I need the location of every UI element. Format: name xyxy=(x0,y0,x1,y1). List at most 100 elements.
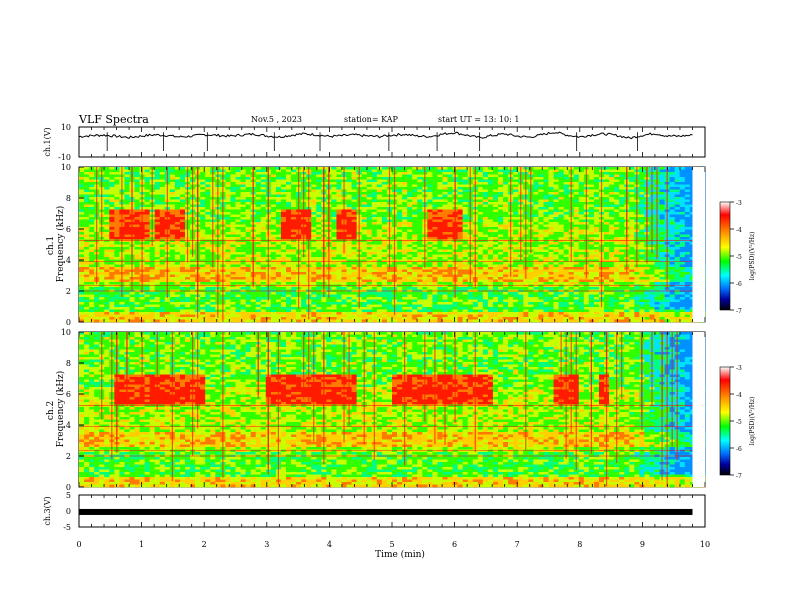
spectrogram-cell xyxy=(144,304,150,308)
spectrogram-cell xyxy=(179,209,186,213)
spectrogram-cell xyxy=(336,249,342,253)
spectrogram-cell xyxy=(79,264,85,268)
spectrogram-cell xyxy=(275,179,282,183)
spectrogram-cell xyxy=(200,179,206,183)
spectrogram-cell xyxy=(260,182,267,185)
spectrogram-cell xyxy=(280,204,287,208)
spectrogram-cell xyxy=(255,199,262,203)
spectrogram-cell xyxy=(79,249,85,253)
spectrogram-cell xyxy=(336,269,342,273)
spectrogram-cell xyxy=(417,249,423,253)
spectrogram-cell xyxy=(397,194,403,198)
spectrogram-cell xyxy=(179,302,186,305)
spectrogram-cell xyxy=(185,282,191,285)
spectrogram-cell xyxy=(84,169,90,173)
spectrogram-cell xyxy=(442,259,448,263)
spectrogram-cell xyxy=(275,267,282,270)
spectrogram-cell xyxy=(477,269,484,273)
spectrogram-cell xyxy=(185,319,191,323)
spectrogram-cell xyxy=(477,294,484,298)
spectrogram-cell xyxy=(442,174,448,178)
spectrogram-cell xyxy=(427,169,433,173)
spectrogram-cell xyxy=(169,184,176,188)
spectrogram-cell xyxy=(432,204,438,208)
spectrogram-cell xyxy=(397,267,403,270)
spectrogram-cell xyxy=(260,172,267,175)
spectrogram-cell xyxy=(205,222,211,225)
spectrogram-cell xyxy=(316,319,322,323)
spectrogram-cell xyxy=(462,232,469,235)
spectrogram-cell xyxy=(457,302,463,305)
spectrogram-cell xyxy=(412,242,418,245)
spectrogram-cell xyxy=(442,177,448,180)
spectrogram-cell xyxy=(301,314,307,318)
spectrogram-cell xyxy=(437,217,443,220)
spectrogram-cell xyxy=(412,252,418,255)
spectrogram-cell xyxy=(427,222,433,225)
spectrogram-cell xyxy=(412,214,418,218)
spectrogram-cell xyxy=(351,279,357,283)
spectrogram-cell xyxy=(462,222,469,225)
spectrogram-cell xyxy=(174,192,181,195)
ch1-wave-ytick-top: 10 xyxy=(61,123,71,132)
spectrogram-cell xyxy=(129,292,135,295)
spectrogram-cell xyxy=(104,267,110,270)
spectrogram-cell xyxy=(366,247,373,250)
spectrogram-cell xyxy=(402,169,408,173)
spectrogram-cell xyxy=(472,299,479,303)
spectrogram-cell xyxy=(346,244,352,248)
spectrogram-cell xyxy=(381,227,388,230)
spectrogram-cell xyxy=(144,192,150,195)
spectrogram-cell xyxy=(104,217,110,220)
spectrogram-cell xyxy=(235,184,241,188)
spectrogram-cell xyxy=(376,222,383,225)
spectrogram-cell xyxy=(306,319,312,323)
spectrogram-cell xyxy=(144,274,150,278)
spectrogram-cell xyxy=(144,187,150,190)
spectrogram-cell xyxy=(422,312,428,315)
spectrogram-cell xyxy=(124,294,130,298)
spectrogram-cell xyxy=(139,312,145,315)
spectrogram-cell xyxy=(129,319,135,323)
spectrogram-cell xyxy=(270,217,277,220)
spectrogram-cell xyxy=(159,314,166,318)
spectrogram-cell xyxy=(457,192,463,195)
spectrogram-cell xyxy=(422,292,428,295)
spectrogram-cell xyxy=(366,222,373,225)
spectrogram-cell xyxy=(104,214,110,218)
spectrogram-cell xyxy=(159,194,166,198)
spectrogram-cell xyxy=(205,277,211,280)
spectrogram-cell xyxy=(346,282,352,285)
spectrogram-cell xyxy=(280,244,287,248)
spectrogram-cell xyxy=(255,319,262,323)
spectrogram-cell xyxy=(351,229,357,233)
spectrogram-cell xyxy=(336,319,342,323)
spectrogram-cell xyxy=(134,172,140,175)
spectrogram-cell xyxy=(149,259,156,263)
spectrogram-cell xyxy=(270,292,277,295)
spectrogram-cell xyxy=(255,167,262,170)
spectrogram-cell xyxy=(104,242,110,245)
spectrogram-cell xyxy=(422,302,428,305)
spectrogram-cell xyxy=(124,199,130,203)
spectrogram-cell xyxy=(285,267,292,270)
spectrogram-cell xyxy=(260,259,267,263)
spectrogram-cell xyxy=(351,247,357,250)
spectrogram-cell xyxy=(361,314,368,318)
spectrogram-cell xyxy=(285,279,292,283)
spectrogram-cell xyxy=(124,249,130,253)
spectrogram-cell xyxy=(427,232,433,235)
spectrogram-cell xyxy=(169,302,176,305)
spectrogram-cell xyxy=(301,259,307,263)
spectrogram-cell xyxy=(366,217,373,220)
spectrogram-cell xyxy=(336,304,342,308)
spectrogram-cell xyxy=(144,279,150,283)
spectrogram-cell xyxy=(280,202,287,205)
spectrogram-cell xyxy=(200,249,206,253)
spectrogram-cell xyxy=(275,212,282,215)
ch1-wave-ylabel: ch.1(V) xyxy=(43,127,52,156)
spectrogram-cell xyxy=(331,229,337,233)
spectrogram-cell xyxy=(149,312,156,315)
spectrogram-cell xyxy=(89,269,95,273)
spectrogram-cell xyxy=(240,299,246,303)
